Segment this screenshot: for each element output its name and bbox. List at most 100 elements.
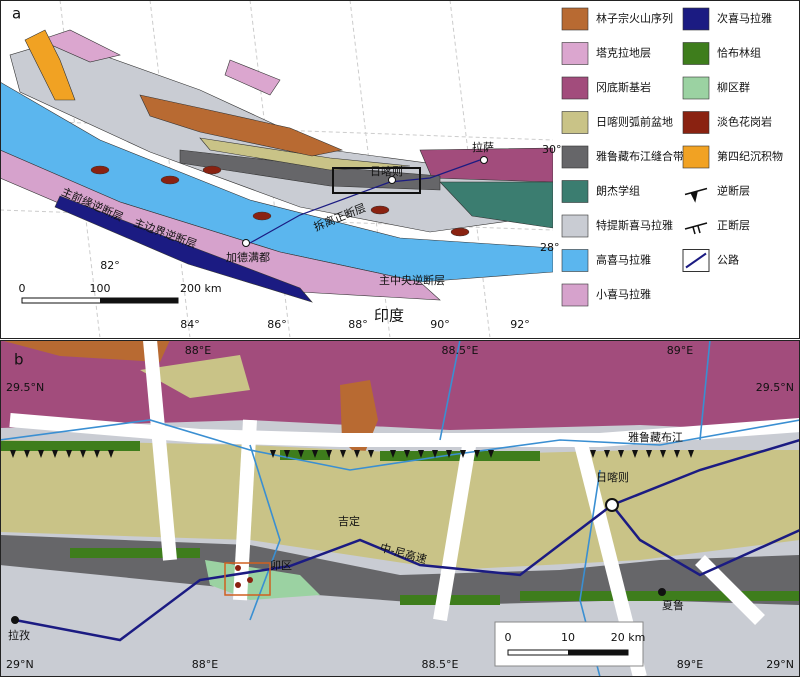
scale-label: 200 km — [180, 282, 222, 295]
scale-label: 20 km — [611, 631, 646, 644]
chabulin — [280, 450, 330, 460]
legend-swatch — [561, 111, 589, 134]
fault-tick — [80, 450, 86, 458]
legend-label: 塔克拉地层 — [596, 46, 651, 60]
place-label: 吉定 — [338, 514, 360, 528]
fault-tick — [688, 450, 694, 458]
legend-fault — [684, 222, 708, 230]
legend-label: 次喜马拉雅 — [717, 11, 772, 25]
lon-label: 86° — [267, 318, 287, 331]
fault-tick — [488, 450, 494, 458]
leucogranite — [90, 165, 110, 175]
fault-tick — [38, 450, 44, 458]
fault-tick — [284, 450, 290, 458]
fault-tick — [94, 450, 100, 458]
legend-fault-tick — [690, 191, 698, 203]
place-label: 印度 — [374, 307, 404, 325]
fault-tick — [390, 450, 396, 458]
fault-tick — [10, 450, 16, 458]
lon-label: 89°E — [677, 658, 703, 671]
sample — [235, 565, 241, 571]
suture — [1, 535, 799, 605]
chabulin — [380, 451, 540, 461]
fault-tick — [632, 450, 638, 458]
legend-label: 雅鲁藏布江缝合带 — [596, 149, 684, 163]
fault-tick — [646, 450, 652, 458]
city — [605, 498, 619, 512]
fault-tick — [270, 450, 276, 458]
linzizong — [3, 341, 170, 362]
legend-label: 逆断层 — [717, 184, 750, 198]
legend-label: 恰布林组 — [717, 46, 761, 60]
river — [1, 419, 799, 471]
legend-label: 公路 — [717, 254, 739, 267]
legend-swatch — [561, 76, 589, 100]
leucogranite — [450, 227, 470, 237]
lon-label: 89°E — [667, 344, 693, 357]
lon-label: 90° — [430, 318, 450, 331]
scale-box — [494, 621, 644, 667]
linzizong — [139, 94, 344, 157]
legend-swatch — [561, 283, 589, 307]
legend-label: 第四纪沉积物 — [717, 149, 783, 163]
legend-swatch — [682, 42, 710, 65]
lon-label: 88.5°E — [442, 344, 479, 357]
takena — [224, 59, 281, 96]
place-label: 拉孜 — [8, 628, 30, 642]
road — [14, 503, 799, 642]
legend-swatch — [561, 42, 589, 65]
lesser-himalaya — [1, 150, 441, 301]
leucogranite — [202, 165, 222, 175]
fault-tick — [674, 450, 680, 458]
city — [388, 176, 396, 184]
city — [11, 616, 19, 624]
map-b — [1, 341, 799, 676]
fault-tick — [108, 450, 114, 458]
sample — [247, 577, 253, 583]
lon-label: 88.5°E — [422, 658, 459, 671]
fault-tick — [618, 450, 624, 458]
labels: 林子宗火山序列塔克拉地层冈底斯基岩日喀则弧前盆地雅鲁藏布江缝合带朗杰学组特提斯喜… — [6, 5, 794, 672]
legend-label: 特提斯喜马拉雅 — [596, 218, 673, 232]
fault-tick — [460, 450, 466, 458]
leucogranite — [252, 211, 272, 221]
gangdese — [419, 147, 553, 183]
lon-label: 88°E — [185, 344, 211, 357]
lon-label: 92° — [510, 318, 530, 331]
lon-label: 88° — [348, 318, 368, 331]
legend-swatch — [561, 214, 589, 238]
legend-label: 小喜马拉雅 — [596, 287, 651, 301]
fault-tick — [354, 450, 360, 458]
panel-label: b — [14, 351, 24, 369]
fault-tick — [432, 450, 438, 458]
takena — [39, 29, 121, 63]
sample — [235, 582, 241, 588]
city — [480, 156, 488, 164]
map-a — [1, 1, 553, 337]
valley — [143, 341, 177, 561]
fault-tick — [474, 450, 480, 458]
legend-label: 朗杰学组 — [596, 184, 640, 198]
lon-label: 88°E — [192, 658, 218, 671]
scale-label: 10 — [561, 631, 575, 644]
lat-label: 28° — [540, 241, 560, 254]
city — [658, 588, 666, 596]
fault-tick — [24, 450, 30, 458]
legend-label: 林子宗火山序列 — [596, 11, 673, 25]
fault-tick — [368, 450, 374, 458]
city — [242, 239, 250, 247]
legend-swatch — [682, 76, 710, 100]
chabulin — [1, 441, 140, 451]
leucogranite — [370, 205, 390, 215]
fault-tick — [446, 450, 452, 458]
fault-tick — [604, 450, 610, 458]
fault-tick — [404, 450, 410, 458]
scale-label: 0 — [505, 631, 512, 644]
scale-bar-fill — [100, 298, 178, 303]
study-area — [332, 167, 421, 194]
fault-tick — [66, 450, 72, 458]
legend-fault-tick — [692, 225, 701, 235]
legend-label: 高喜马拉雅 — [596, 253, 651, 267]
sample-area — [224, 562, 271, 596]
valley — [433, 438, 477, 622]
